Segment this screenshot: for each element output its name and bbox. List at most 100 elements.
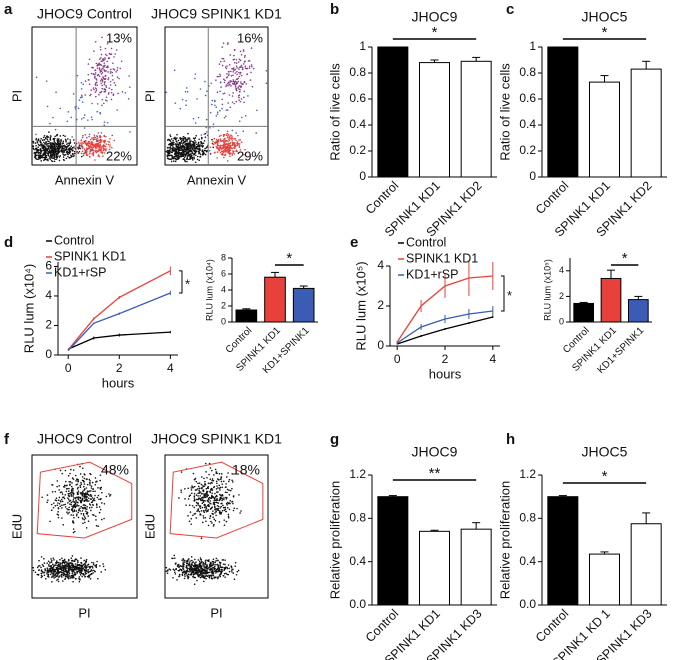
x-tick-label: 4 bbox=[167, 361, 174, 375]
event-dot bbox=[228, 508, 231, 511]
event-dot bbox=[178, 148, 180, 151]
x-tick-label: 4 bbox=[489, 352, 496, 366]
event-dot bbox=[85, 508, 88, 510]
event-dot bbox=[98, 58, 101, 60]
event-dot bbox=[111, 71, 114, 74]
event-dot bbox=[189, 158, 191, 161]
event-dot bbox=[74, 474, 77, 477]
event-dot bbox=[256, 109, 258, 112]
event-dot bbox=[236, 73, 238, 76]
event-dot bbox=[91, 149, 94, 152]
event-dot bbox=[231, 154, 234, 156]
event-dot bbox=[80, 565, 83, 568]
event-dot bbox=[217, 505, 220, 508]
event-dot bbox=[46, 567, 49, 569]
event-dot bbox=[63, 144, 66, 147]
panel-letter: f bbox=[4, 431, 10, 448]
event-dot bbox=[58, 140, 61, 142]
event-dot bbox=[97, 154, 100, 156]
event-dot bbox=[203, 477, 205, 480]
event-dot bbox=[94, 149, 97, 152]
event-dot bbox=[240, 53, 243, 56]
event-dot bbox=[185, 504, 187, 506]
event-dot bbox=[105, 86, 108, 88]
event-dot bbox=[85, 558, 88, 561]
event-dot bbox=[59, 491, 62, 494]
series-line bbox=[67, 270, 171, 351]
event-dot bbox=[103, 65, 106, 68]
event-dot bbox=[53, 145, 56, 148]
event-dot bbox=[61, 493, 64, 495]
event-dot bbox=[192, 117, 195, 120]
event-dot bbox=[225, 496, 227, 499]
event-dot bbox=[188, 504, 191, 506]
event-dot bbox=[234, 561, 237, 564]
event-dot bbox=[223, 519, 226, 521]
event-dot bbox=[212, 571, 214, 574]
event-dot bbox=[200, 510, 203, 512]
event-dot bbox=[57, 572, 60, 575]
event-dot bbox=[57, 502, 59, 504]
event-dot bbox=[81, 101, 84, 103]
event-dot bbox=[188, 569, 191, 571]
event-dot bbox=[73, 146, 75, 148]
event-dot bbox=[67, 564, 70, 566]
event-dot bbox=[200, 141, 202, 143]
event-dot bbox=[73, 150, 76, 153]
event-dot bbox=[55, 142, 57, 145]
event-dot bbox=[34, 153, 37, 156]
event-dot bbox=[192, 137, 195, 140]
y-tick-label: 4 bbox=[221, 284, 226, 294]
event-dot bbox=[64, 578, 66, 581]
event-dot bbox=[194, 152, 197, 154]
event-dot bbox=[209, 500, 212, 502]
event-dot bbox=[178, 155, 181, 157]
event-dot bbox=[226, 476, 228, 478]
event-dot bbox=[211, 479, 213, 482]
event-dot bbox=[199, 513, 202, 515]
event-dot bbox=[52, 575, 55, 578]
event-dot bbox=[55, 91, 57, 94]
bar bbox=[377, 496, 409, 606]
event-dot bbox=[222, 149, 225, 152]
event-dot bbox=[101, 98, 104, 101]
y-axis-label: Relative proliferation bbox=[497, 481, 512, 600]
event-dot bbox=[35, 133, 37, 136]
event-dot bbox=[224, 491, 227, 494]
event-dot bbox=[175, 143, 177, 145]
event-dot bbox=[172, 157, 175, 160]
event-dot bbox=[176, 143, 179, 145]
event-dot bbox=[210, 481, 213, 484]
event-dot bbox=[42, 154, 45, 157]
event-dot bbox=[42, 146, 44, 149]
event-dot bbox=[228, 94, 231, 96]
event-dot bbox=[61, 517, 63, 519]
event-dot bbox=[185, 158, 188, 160]
event-dot bbox=[82, 514, 85, 516]
event-dot bbox=[239, 512, 241, 514]
event-dot bbox=[67, 558, 70, 561]
event-dot bbox=[233, 153, 236, 155]
event-dot bbox=[214, 561, 216, 564]
event-dot bbox=[220, 476, 223, 478]
event-dot bbox=[232, 92, 234, 94]
event-dot bbox=[54, 576, 57, 578]
event-dot bbox=[225, 85, 227, 88]
event-dot bbox=[225, 520, 228, 523]
event-dot bbox=[129, 131, 131, 133]
event-dot bbox=[215, 488, 218, 490]
event-dot bbox=[180, 155, 183, 157]
event-dot bbox=[70, 145, 73, 148]
event-dot bbox=[67, 576, 69, 579]
event-dot bbox=[196, 510, 198, 512]
event-dot bbox=[215, 557, 218, 560]
event-dot bbox=[175, 155, 178, 158]
series-line bbox=[396, 275, 493, 343]
event-dot bbox=[67, 475, 70, 477]
event-dot bbox=[230, 80, 233, 83]
event-dot bbox=[223, 154, 226, 156]
event-dot bbox=[216, 147, 219, 149]
event-dot bbox=[101, 60, 103, 62]
event-dot bbox=[102, 59, 105, 62]
event-dot bbox=[52, 506, 55, 509]
